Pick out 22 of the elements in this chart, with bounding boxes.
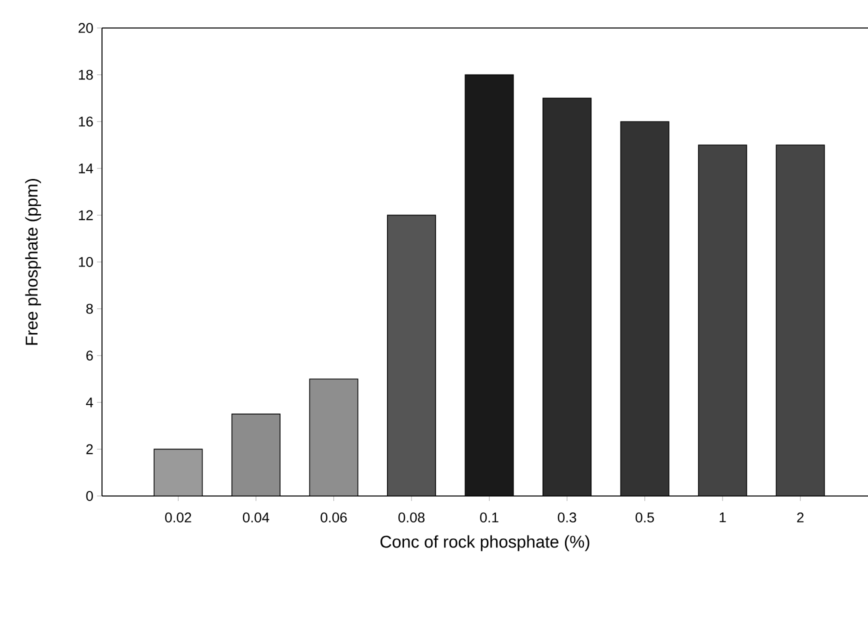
y-tick-label: 6 [86, 350, 93, 361]
x-tick-label: 0.3 [558, 512, 576, 522]
x-tick-label: 2 [797, 512, 804, 522]
y-tick-label: 18 [78, 70, 93, 80]
x-tick-label: 0.5 [636, 512, 654, 522]
y-tick-label: 16 [78, 116, 93, 127]
x-tick-label: 0.04 [242, 512, 270, 522]
x-tick-label: 0.08 [398, 512, 425, 522]
x-tick-label: 1 [720, 512, 726, 522]
y-tick-label: 12 [78, 210, 93, 220]
x-tick-label: 0.1 [480, 512, 498, 522]
x-tick-label: 0.06 [320, 512, 347, 522]
x-axis-title: Conc of rock phosphate (%) [380, 535, 590, 552]
y-axis-title: Free phosphate (ppm) [25, 178, 42, 345]
y-tick-label: 8 [86, 304, 93, 314]
y-tick-label: 10 [78, 257, 93, 267]
y-tick-label: 14 [78, 164, 94, 174]
y-tick-label: 2 [86, 444, 93, 454]
x-tick-label: 0.02 [165, 512, 192, 522]
y-tick-label: 4 [86, 398, 94, 408]
y-tick-label: 20 [78, 23, 93, 33]
y-tick-label: 0 [86, 491, 93, 501]
